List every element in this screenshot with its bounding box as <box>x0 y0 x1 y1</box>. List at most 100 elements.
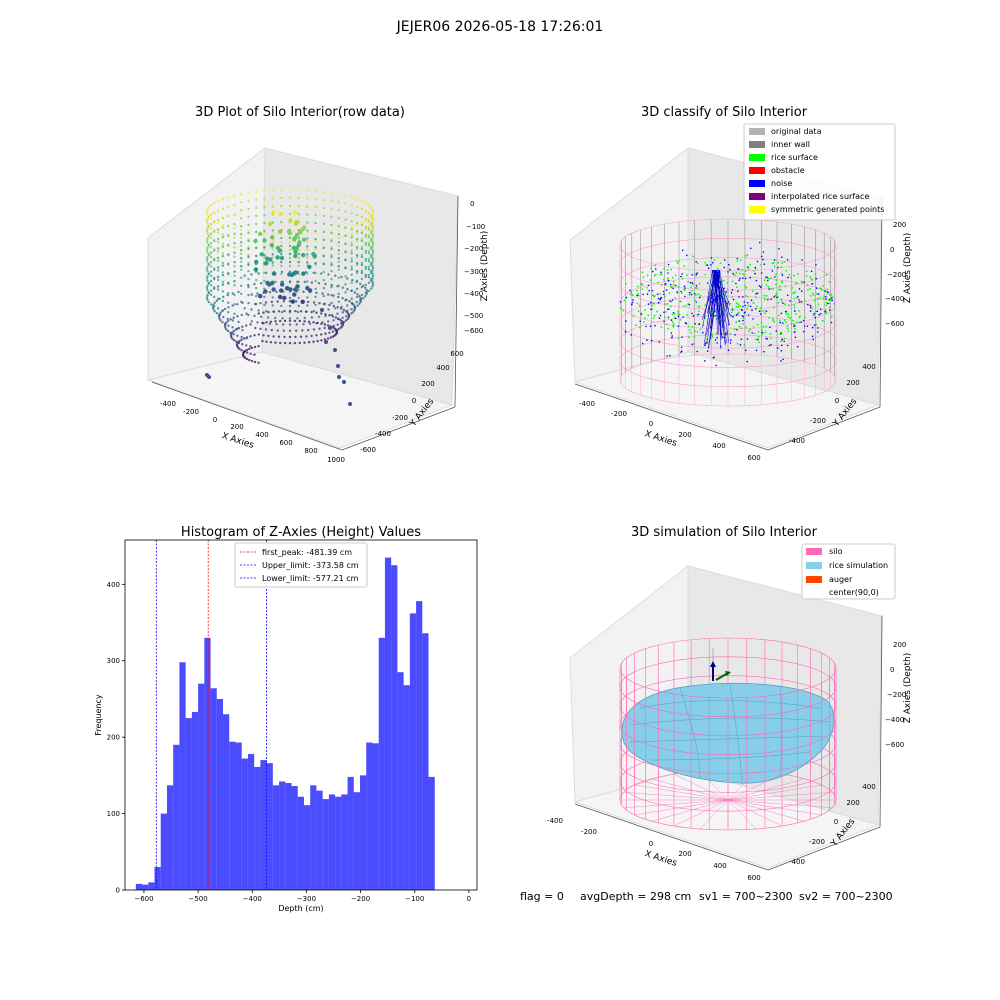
raw-point <box>255 278 258 282</box>
raw-point <box>295 300 298 303</box>
rice-surface-point <box>697 293 700 296</box>
raw-point <box>221 242 225 246</box>
histogram-bar <box>223 714 230 890</box>
histogram-x-label: Depth (cm) <box>278 904 323 913</box>
raw-point <box>370 246 373 249</box>
noise-point <box>697 313 700 316</box>
raw-point <box>269 242 274 248</box>
raw-point <box>280 244 283 248</box>
raw-point <box>371 208 374 211</box>
noise-point <box>773 259 776 261</box>
raw-point <box>206 256 209 259</box>
rice-surface-point <box>671 276 674 279</box>
raw-point <box>350 289 353 292</box>
panel-classify-title: 3D classify of Silo Interior <box>641 105 808 120</box>
rice-surface-point <box>699 328 702 331</box>
rice-surface-point <box>775 279 778 282</box>
raw-point <box>282 300 285 303</box>
silo-floor-spoke <box>634 784 729 801</box>
noise-point <box>760 272 763 274</box>
raw-point <box>293 287 298 292</box>
raw-point <box>288 256 292 260</box>
rice-surface-point <box>828 306 831 308</box>
rice-surface-point <box>694 330 696 333</box>
noise-point <box>663 311 665 314</box>
rice-surface-point <box>745 286 748 289</box>
raw-point <box>221 273 225 277</box>
noise-column <box>711 269 714 331</box>
x-tick-label: −400 <box>243 895 262 903</box>
raw-point <box>259 315 263 318</box>
raw-point <box>240 284 243 287</box>
rice-surface-point <box>768 277 770 280</box>
rice-surface-point <box>662 278 665 281</box>
raw-point <box>337 241 340 244</box>
noise-point <box>809 310 812 312</box>
noise-point <box>736 257 739 260</box>
noise-point <box>665 289 668 291</box>
raw-point <box>243 274 246 277</box>
raw-point <box>233 227 236 230</box>
rice-surface-point <box>663 268 665 270</box>
noise-point <box>809 306 812 309</box>
rice-surface-point <box>652 302 655 304</box>
raw-point <box>304 271 308 274</box>
y-tick-label: 300 <box>107 657 120 665</box>
raw-point <box>245 336 249 339</box>
noise-point <box>762 251 765 253</box>
histogram-title: Histogram of Z-Axies (Height) Values <box>181 525 421 540</box>
raw-x-tick: 0 <box>213 416 217 424</box>
raw-point <box>341 316 344 319</box>
rice-surface-point <box>745 326 747 329</box>
raw-point <box>288 317 292 320</box>
raw-point <box>337 292 340 295</box>
silo-floor-spoke <box>673 773 729 801</box>
noise-point <box>800 321 802 323</box>
histogram-bar <box>285 783 292 890</box>
rice-surface-point <box>798 316 801 319</box>
rice-surface-point <box>783 319 786 321</box>
noise-point <box>694 323 696 325</box>
noise-point <box>646 293 649 295</box>
legend-swatch <box>749 206 765 213</box>
raw-point <box>221 197 225 201</box>
rice-surface-point <box>767 285 770 288</box>
noise-point <box>760 286 762 289</box>
raw-point <box>207 291 210 295</box>
raw-point <box>240 268 243 271</box>
rice-surface-point <box>791 319 794 322</box>
noise-point <box>751 309 753 312</box>
raw-point <box>247 207 250 211</box>
raw-point <box>283 309 286 313</box>
raw-point <box>370 262 373 265</box>
raw-point <box>216 259 220 263</box>
legend-swatch <box>749 167 765 174</box>
raw-point <box>206 237 209 240</box>
noise-point <box>800 300 803 303</box>
noise-point <box>766 338 768 340</box>
noise-point <box>725 291 728 293</box>
rice-surface-point <box>736 260 738 262</box>
raw-point <box>350 196 353 199</box>
rice-surface-point <box>683 265 686 267</box>
raw-point <box>258 293 263 299</box>
raw-x-tick: 600 <box>279 439 292 447</box>
noise-point <box>742 277 744 280</box>
noise-point <box>811 326 814 329</box>
rice-surface-point <box>644 309 646 311</box>
raw-point <box>355 280 358 284</box>
raw-point <box>216 307 220 310</box>
noise-point <box>722 336 724 339</box>
raw-point <box>240 244 243 247</box>
raw-point <box>233 265 236 268</box>
raw-point <box>216 218 220 222</box>
rice-surface-point <box>677 312 680 315</box>
raw-point <box>270 300 273 304</box>
histogram-bar <box>216 698 224 890</box>
raw-point <box>360 271 364 275</box>
rice-surface-point <box>778 288 780 291</box>
rice-surface-point <box>830 293 833 296</box>
noise-point <box>650 339 653 342</box>
noise-point <box>786 294 789 297</box>
raw-point <box>221 252 225 255</box>
